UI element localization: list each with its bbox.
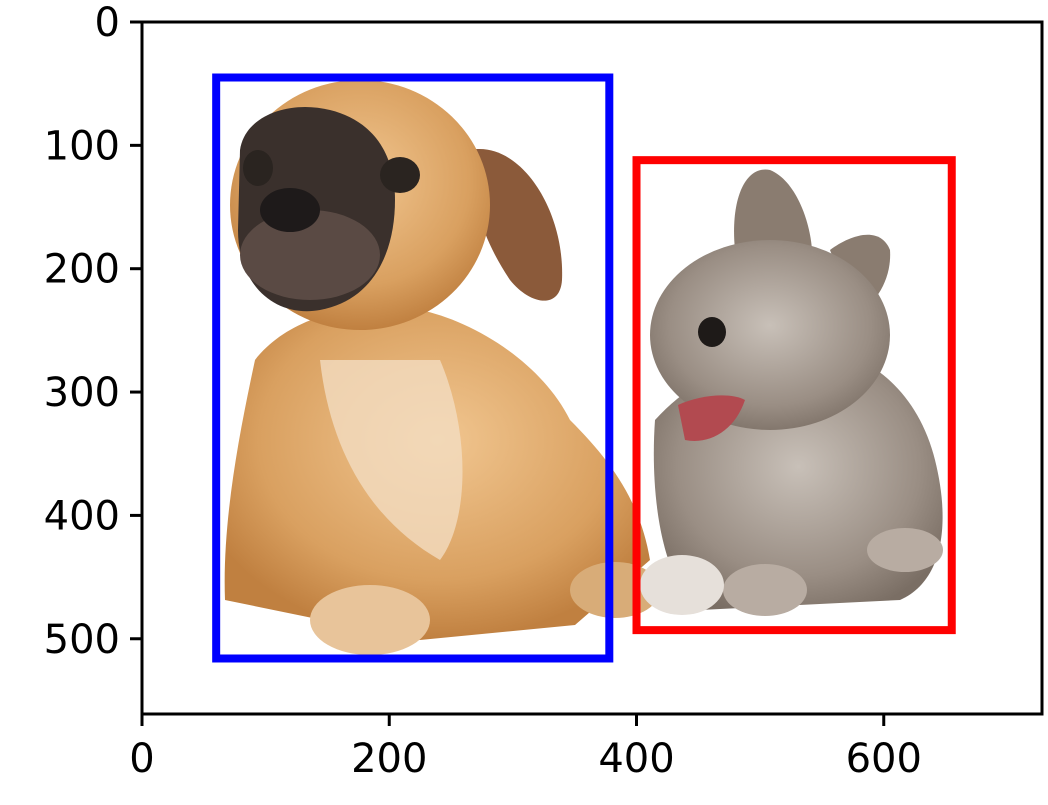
axes-frame — [140, 20, 1044, 716]
cat-eye — [698, 317, 726, 347]
y-tick-label: 400 — [44, 493, 120, 539]
y-tick-label: 100 — [44, 123, 120, 169]
dog-eye-right — [380, 157, 420, 193]
y-tick-label: 300 — [44, 370, 120, 416]
y-tick-label: 200 — [44, 247, 120, 293]
cat-paw-back — [867, 528, 943, 572]
x-axis-ticks: 0 200 400 600 — [129, 714, 922, 782]
cat-head — [650, 240, 890, 430]
cat-bounding-box — [632, 156, 956, 635]
dog-eye-left — [243, 150, 273, 186]
x-tick-label: 400 — [598, 736, 674, 782]
cat-ear-left — [734, 169, 812, 250]
y-tick-label: 0 — [95, 0, 120, 46]
dog-nose — [260, 188, 320, 232]
x-tick-label: 0 — [129, 736, 154, 782]
cat-illustration — [640, 169, 943, 616]
dog-bounding-box — [212, 73, 614, 663]
dog-illustration — [224, 80, 660, 655]
photo-image — [142, 22, 1042, 714]
dog-muzzle — [240, 210, 380, 300]
cat-paw-front — [723, 564, 807, 616]
cat-mouth — [678, 395, 745, 441]
y-axis-ticks: 0 100 200 300 400 500 — [44, 0, 142, 663]
bounding-boxes — [212, 73, 956, 663]
dog-paw-on-cat — [640, 555, 724, 615]
y-tick-label: 500 — [44, 617, 120, 663]
dog-chest — [320, 360, 463, 560]
dog-ear-right — [470, 149, 563, 301]
dog-front-paw-left — [310, 585, 430, 655]
axes — [140, 20, 1044, 716]
x-tick-label: 600 — [846, 736, 922, 782]
x-tick-label: 200 — [351, 736, 427, 782]
